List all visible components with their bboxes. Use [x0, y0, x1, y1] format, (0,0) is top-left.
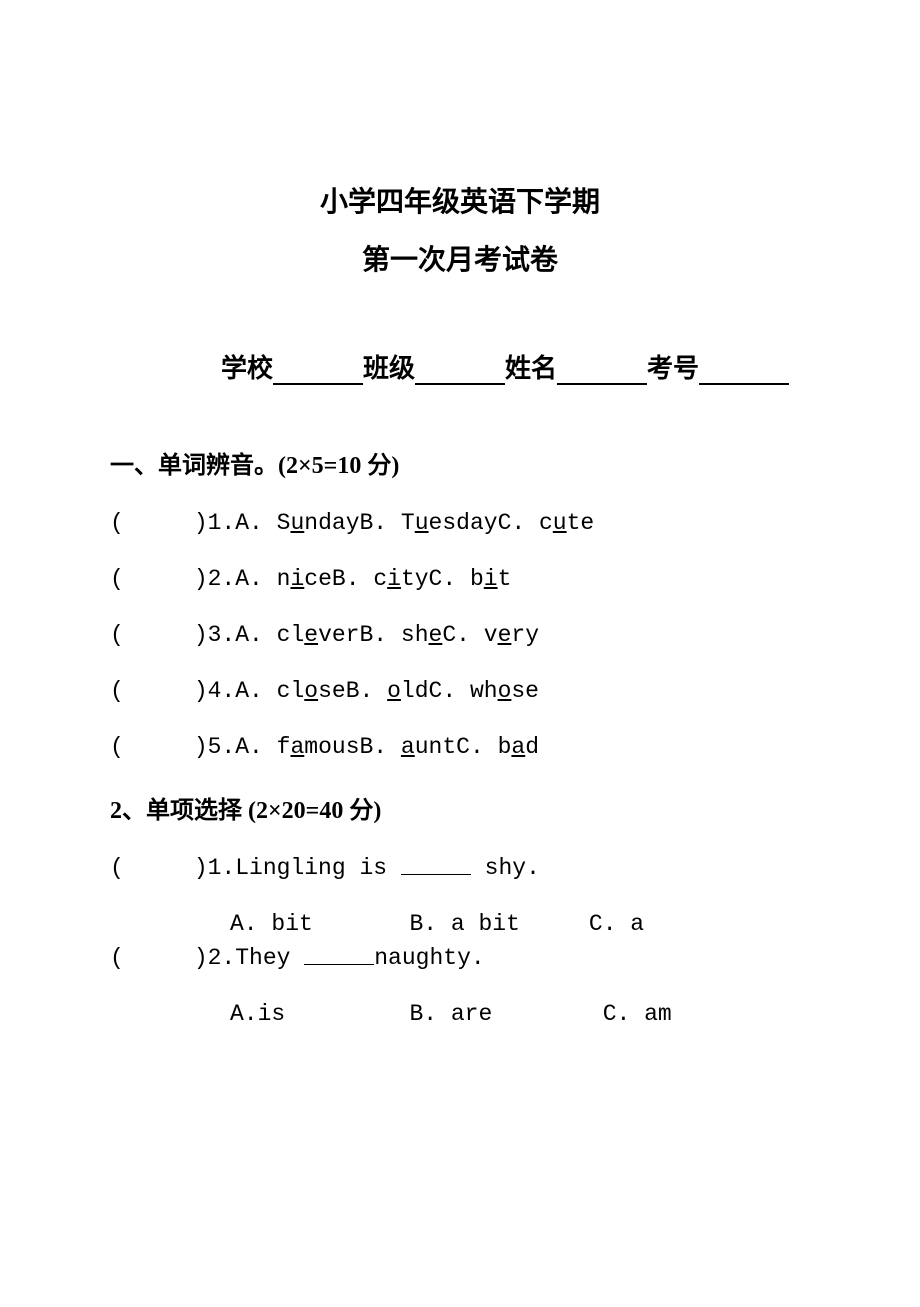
paren-left: ( [110, 510, 124, 536]
answer-blank[interactable] [124, 945, 194, 971]
opt-a: A. bit [230, 911, 313, 937]
q-num: 2. [208, 566, 236, 592]
label-name: 姓名 [505, 354, 557, 383]
s2-q2-options: A.is B. are C. am [110, 1001, 810, 1027]
s2-q2: () 2.They naughty. [110, 945, 810, 971]
s1-q4: () 4. A. close B. old C. whose [110, 678, 810, 704]
opt-a-word: close [277, 678, 346, 704]
opt-b: B. a bit [409, 911, 519, 937]
paren-left: ( [110, 566, 124, 592]
stem-post: shy. [471, 855, 540, 881]
paren-left: ( [110, 945, 124, 971]
opt-c-word: very [484, 622, 539, 648]
opt-c-label: C. [456, 734, 497, 760]
answer-blank[interactable] [124, 566, 194, 592]
opt-b-word: she [401, 622, 442, 648]
opt-b-word: city [373, 566, 428, 592]
paren-right: ) [194, 622, 208, 648]
opt-c-word: bit [470, 566, 511, 592]
q-num: 1. [208, 855, 236, 881]
section1-title: 一、单词辨音。(2×5=10 分) [110, 445, 810, 480]
opt-a-word: nice [277, 566, 332, 592]
q-num: 1. [208, 510, 236, 536]
opt-a-word: famous [277, 734, 360, 760]
paren-left: ( [110, 622, 124, 648]
opt-c: C. am [603, 1001, 672, 1027]
opt-b: B. are [409, 1001, 492, 1027]
opt-b-word: Tuesday [401, 510, 498, 536]
opt-c-label: C. [442, 622, 483, 648]
q-num: 2. [208, 945, 236, 971]
exam-title-line1: 小学四年级英语下学期 [110, 180, 810, 220]
opt-a-word: clever [277, 622, 360, 648]
answer-blank[interactable] [124, 678, 194, 704]
opt-a-label: A. [235, 566, 276, 592]
paren-left: ( [110, 734, 124, 760]
opt-a-label: A. [235, 734, 276, 760]
answer-blank[interactable] [124, 855, 194, 881]
answer-blank[interactable] [124, 622, 194, 648]
exam-title-line2: 第一次月考试卷 [110, 238, 810, 278]
opt-a-word: Sunday [277, 510, 360, 536]
s1-q3: () 3. A. clever B. she C. very [110, 622, 810, 648]
paren-left: ( [110, 678, 124, 704]
s1-q1: () 1. A. Sunday B. Tuesday C. cute [110, 510, 810, 536]
opt-c: C. a [589, 911, 644, 937]
opt-c-label: C. [429, 566, 470, 592]
opt-c-word: bad [498, 734, 539, 760]
paren-right: ) [194, 566, 208, 592]
opt-a: A.is [230, 1001, 285, 1027]
paren-right: ) [194, 855, 208, 881]
blank-name[interactable] [557, 359, 647, 385]
blank-exam-no[interactable] [699, 359, 789, 385]
paren-right: ) [194, 734, 208, 760]
paren-right: ) [194, 510, 208, 536]
stem-pre: Lingling is [235, 855, 401, 881]
answer-blank[interactable] [124, 734, 194, 760]
opt-c-label: C. [498, 510, 539, 536]
s1-q2: () 2. A. nice B. city C. bit [110, 566, 810, 592]
opt-b-label: B. [332, 566, 373, 592]
label-class: 班级 [363, 354, 415, 383]
blank-school[interactable] [273, 359, 363, 385]
opt-b-label: B. [360, 734, 401, 760]
s2-q1: () 1.Lingling is shy. [110, 855, 810, 881]
opt-b-label: B. [360, 622, 401, 648]
opt-b-label: B. [346, 678, 387, 704]
opt-a-label: A. [235, 510, 276, 536]
opt-b-word: old [387, 678, 428, 704]
s1-q5: () 5. A. famous B. aunt C. bad [110, 734, 810, 760]
q-num: 5. [208, 734, 236, 760]
fill-blank[interactable] [401, 855, 471, 875]
label-school: 学校 [221, 354, 273, 383]
paren-left: ( [110, 855, 124, 881]
label-exam-no: 考号 [647, 354, 699, 383]
q-num: 4. [208, 678, 236, 704]
stem-pre: They [235, 945, 304, 971]
blank-class[interactable] [415, 359, 505, 385]
section2-title: 2、单项选择 (2×20=40 分) [110, 790, 810, 825]
paren-right: ) [194, 945, 208, 971]
opt-b-word: aunt [401, 734, 456, 760]
opt-a-label: A. [235, 678, 276, 704]
opt-a-label: A. [235, 622, 276, 648]
stem-post: naughty. [374, 945, 484, 971]
opt-c-word: cute [539, 510, 594, 536]
answer-blank[interactable] [124, 510, 194, 536]
paren-right: ) [194, 678, 208, 704]
student-info-line: 学校 班级 姓名 考号 [110, 348, 810, 385]
opt-b-label: B. [360, 510, 401, 536]
q-num: 3. [208, 622, 236, 648]
s2-q1-options: A. bit B. a bit C. a [110, 911, 810, 937]
opt-c-label: C. [429, 678, 470, 704]
opt-c-word: whose [470, 678, 539, 704]
fill-blank[interactable] [304, 945, 374, 965]
